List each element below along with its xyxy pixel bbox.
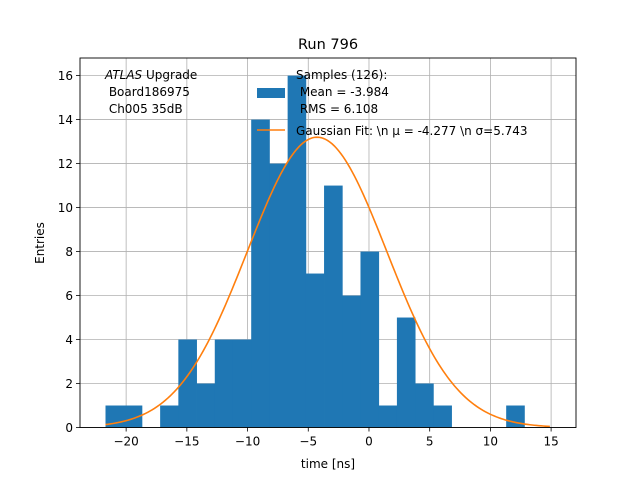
x-tick-label: −20 [113,435,138,449]
chart-title: Run 796 [298,37,358,53]
histogram-bar [123,405,143,428]
y-tick-label: 6 [65,289,73,303]
x-tick-label: −10 [235,435,260,449]
y-tick-label: 10 [58,201,73,215]
legend-hist-line-2: Mean = -3.984 [296,85,389,99]
histogram-bar [178,339,197,428]
histogram-bar [305,273,325,428]
x-axis-label: time [ns] [301,457,355,471]
histogram-bar [378,405,398,428]
y-tick-label: 0 [65,421,73,435]
x-tick-label: 0 [365,435,373,449]
atlas-annotation: ATLAS Upgrade Board186975 Ch005 35dB [104,68,197,116]
x-tick-label: −5 [299,435,317,449]
x-tick-label: 10 [483,435,498,449]
x-axis-ticks: −20 −15 −10 −5 0 5 10 15 [113,427,559,449]
y-tick-label: 12 [58,157,73,171]
x-tick-label: −15 [174,435,199,449]
annotation-line-3: Ch005 35dB [105,102,183,116]
y-tick-label: 8 [65,245,73,259]
annotation-atlas-italic: ATLAS [104,68,143,82]
histogram-bar [342,295,361,428]
legend-hist-line-1: Samples (126): [296,68,387,82]
histogram-bar [214,339,234,428]
histogram-bar [324,185,343,428]
histogram-bar [433,405,452,428]
gaussian-fit-curve [105,136,550,428]
histogram-bar [269,163,289,428]
histogram-bar [287,75,307,428]
legend-fit-label: Gaussian Fit: \n μ = -4.277 \n σ=5.743 [296,124,528,138]
legend: Samples (126): Mean = -3.984 RMS = 6.108… [257,68,528,138]
plot-frame [79,57,577,428]
y-axis-ticks: 0 2 4 6 8 10 12 14 16 [58,69,80,435]
histogram-bar [196,383,216,428]
histogram-bar [232,339,252,428]
histogram-bar [160,405,179,428]
annotation-upgrade: Upgrade [142,68,197,82]
y-tick-label: 14 [58,113,73,127]
annotation-line-2: Board186975 [105,85,190,99]
y-tick-label: 16 [58,69,73,83]
histogram-bar [251,119,270,428]
histogram-bars [105,75,525,428]
y-tick-label: 2 [65,377,73,391]
x-tick-label: 5 [426,435,434,449]
annotation-line-1: ATLAS Upgrade [104,68,197,82]
y-axis-label: Entries [33,222,47,264]
histogram-bar [415,383,434,428]
legend-hist-swatch [257,88,285,98]
histogram-bar [396,317,416,428]
y-tick-label: 4 [65,333,73,347]
x-tick-label: 15 [543,435,558,449]
histogram-bar [360,251,380,428]
legend-hist-line-3: RMS = 6.108 [296,102,378,116]
